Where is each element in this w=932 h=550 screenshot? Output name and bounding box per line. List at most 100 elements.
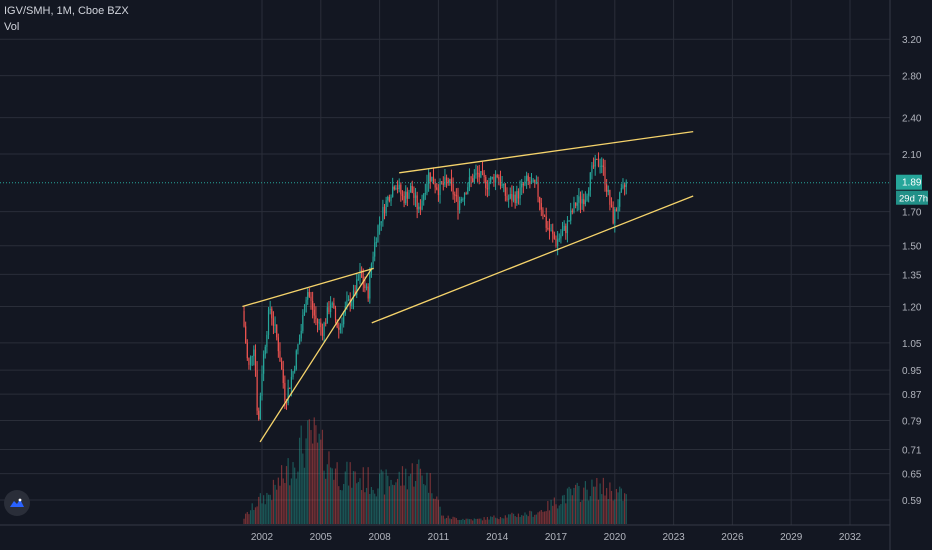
candle-body bbox=[297, 344, 299, 351]
volume-bar bbox=[545, 511, 547, 524]
candle-body bbox=[521, 183, 523, 188]
candle-body bbox=[274, 324, 276, 326]
time-axis[interactable]: 2002 2005 2008 2011 2014 2017 2020 2023 2026 2029… bbox=[0, 524, 890, 543]
volume-bar bbox=[264, 504, 266, 524]
volume-bar bbox=[365, 487, 368, 524]
candle-body bbox=[526, 175, 528, 181]
volume-bar bbox=[377, 488, 379, 524]
volume-bar bbox=[615, 488, 618, 524]
volume-bar bbox=[285, 466, 288, 524]
volume-bar bbox=[364, 492, 366, 524]
volume-bar bbox=[457, 519, 459, 524]
candle-body bbox=[494, 175, 497, 183]
candle-body bbox=[575, 202, 577, 206]
candle-body bbox=[426, 183, 428, 193]
candle-body bbox=[377, 225, 379, 242]
volume-bar bbox=[258, 496, 260, 524]
candle-body bbox=[615, 209, 618, 212]
candle-body bbox=[372, 256, 374, 264]
volume-bar bbox=[558, 505, 560, 524]
bar-countdown-label: 29d 7h bbox=[899, 194, 928, 205]
candle-body bbox=[303, 312, 306, 316]
candle-body bbox=[599, 165, 601, 167]
volume-indicator-label[interactable]: Vol bbox=[4, 21, 20, 33]
candle-body bbox=[619, 192, 621, 207]
trendline[interactable] bbox=[371, 195, 694, 324]
volume-bar bbox=[573, 487, 575, 524]
candle-body bbox=[467, 187, 469, 194]
candle-body bbox=[455, 195, 457, 197]
candle-body bbox=[325, 323, 327, 325]
trendline[interactable] bbox=[259, 268, 373, 443]
volume-bar bbox=[436, 496, 438, 524]
volume-bar bbox=[333, 479, 335, 524]
volume-bar bbox=[354, 471, 356, 524]
candle-body bbox=[347, 299, 350, 301]
symbol-title[interactable]: IGV/SMH, 1M, Cboe BZX bbox=[4, 5, 129, 17]
volume-bar bbox=[359, 478, 361, 524]
volume-bar bbox=[581, 500, 583, 524]
volume-bar bbox=[388, 486, 390, 524]
volume-bar bbox=[313, 417, 315, 524]
candle-body bbox=[387, 196, 389, 201]
volume-bar bbox=[243, 518, 245, 524]
volume-bar bbox=[367, 467, 369, 524]
candle-body bbox=[535, 182, 537, 184]
volume-bar bbox=[592, 486, 595, 524]
volume-bar bbox=[612, 500, 614, 524]
candle-body bbox=[588, 190, 590, 196]
time-tick-label: 2014 bbox=[486, 532, 509, 543]
volume-bar bbox=[295, 478, 297, 524]
candle-body bbox=[403, 195, 405, 204]
candle-body bbox=[468, 177, 471, 188]
candle-body bbox=[477, 172, 479, 174]
candle-body bbox=[516, 191, 518, 204]
volume-bar bbox=[408, 476, 410, 524]
volume-bar bbox=[321, 429, 324, 524]
volume-bar bbox=[599, 483, 601, 524]
volume-bar bbox=[547, 500, 549, 524]
last-price-label: 1.89 bbox=[902, 178, 922, 189]
volume-bar bbox=[356, 483, 358, 524]
candle-body bbox=[486, 188, 488, 190]
candle-body bbox=[450, 178, 453, 185]
volume-bar bbox=[326, 464, 328, 524]
volume-bar bbox=[300, 425, 302, 524]
candle-body bbox=[419, 206, 422, 210]
candle-body bbox=[313, 309, 315, 316]
price-axis[interactable]: 3.20 2.80 2.40 2.10 1.70 1.50 1.35 1.20 1.05 0.95… bbox=[889, 0, 928, 550]
volume-bar bbox=[393, 485, 395, 524]
price-tick-label: 2.40 bbox=[902, 114, 922, 125]
volume-bar bbox=[490, 516, 492, 524]
volume-bar bbox=[302, 453, 304, 524]
trendline[interactable] bbox=[399, 130, 694, 174]
volume-bar bbox=[591, 479, 593, 524]
volume-bar bbox=[346, 461, 348, 524]
candle-body bbox=[436, 187, 438, 190]
candle-body bbox=[442, 183, 444, 185]
volume-bar bbox=[254, 507, 257, 524]
candle-body bbox=[550, 230, 552, 232]
volume-bar bbox=[459, 519, 461, 524]
tradingview-logo-icon[interactable] bbox=[4, 490, 30, 516]
candle-body bbox=[351, 301, 353, 306]
candle-body bbox=[245, 326, 247, 344]
time-tick-label: 2005 bbox=[310, 532, 333, 543]
volume-bar bbox=[475, 518, 477, 524]
volume-bar bbox=[470, 519, 472, 524]
candle-body bbox=[460, 199, 462, 201]
candle-body bbox=[400, 184, 402, 195]
candle-body bbox=[437, 189, 439, 196]
candle-body bbox=[624, 185, 626, 187]
volume-bar bbox=[256, 506, 258, 524]
candle-body bbox=[271, 308, 273, 319]
volume-bar bbox=[610, 490, 613, 524]
candle-body bbox=[361, 270, 363, 278]
last-price-badge bbox=[896, 174, 922, 190]
candlesticks bbox=[243, 152, 627, 421]
volume-bar bbox=[535, 514, 537, 524]
volume-bar bbox=[251, 503, 253, 524]
trendline[interactable] bbox=[242, 267, 374, 308]
candle-body bbox=[256, 370, 258, 411]
